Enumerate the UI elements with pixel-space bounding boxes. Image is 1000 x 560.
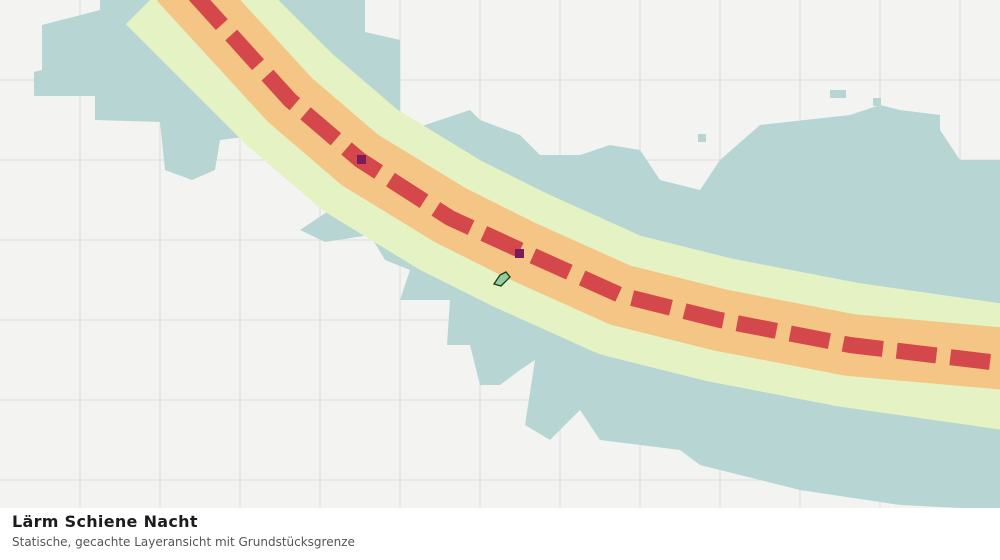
layer-title: Lärm Schiene Nacht	[12, 512, 198, 531]
caption: Lärm Schiene Nacht Statische, gecachte L…	[12, 512, 355, 549]
map-layers	[0, 0, 1000, 508]
map-view	[0, 0, 1000, 508]
noise-hotspot	[515, 249, 524, 258]
parcel-boundary[interactable]	[492, 271, 511, 287]
layer-subtitle: Statische, gecachte Layeransicht mit Gru…	[12, 535, 355, 549]
noise-hotspot	[357, 155, 366, 164]
